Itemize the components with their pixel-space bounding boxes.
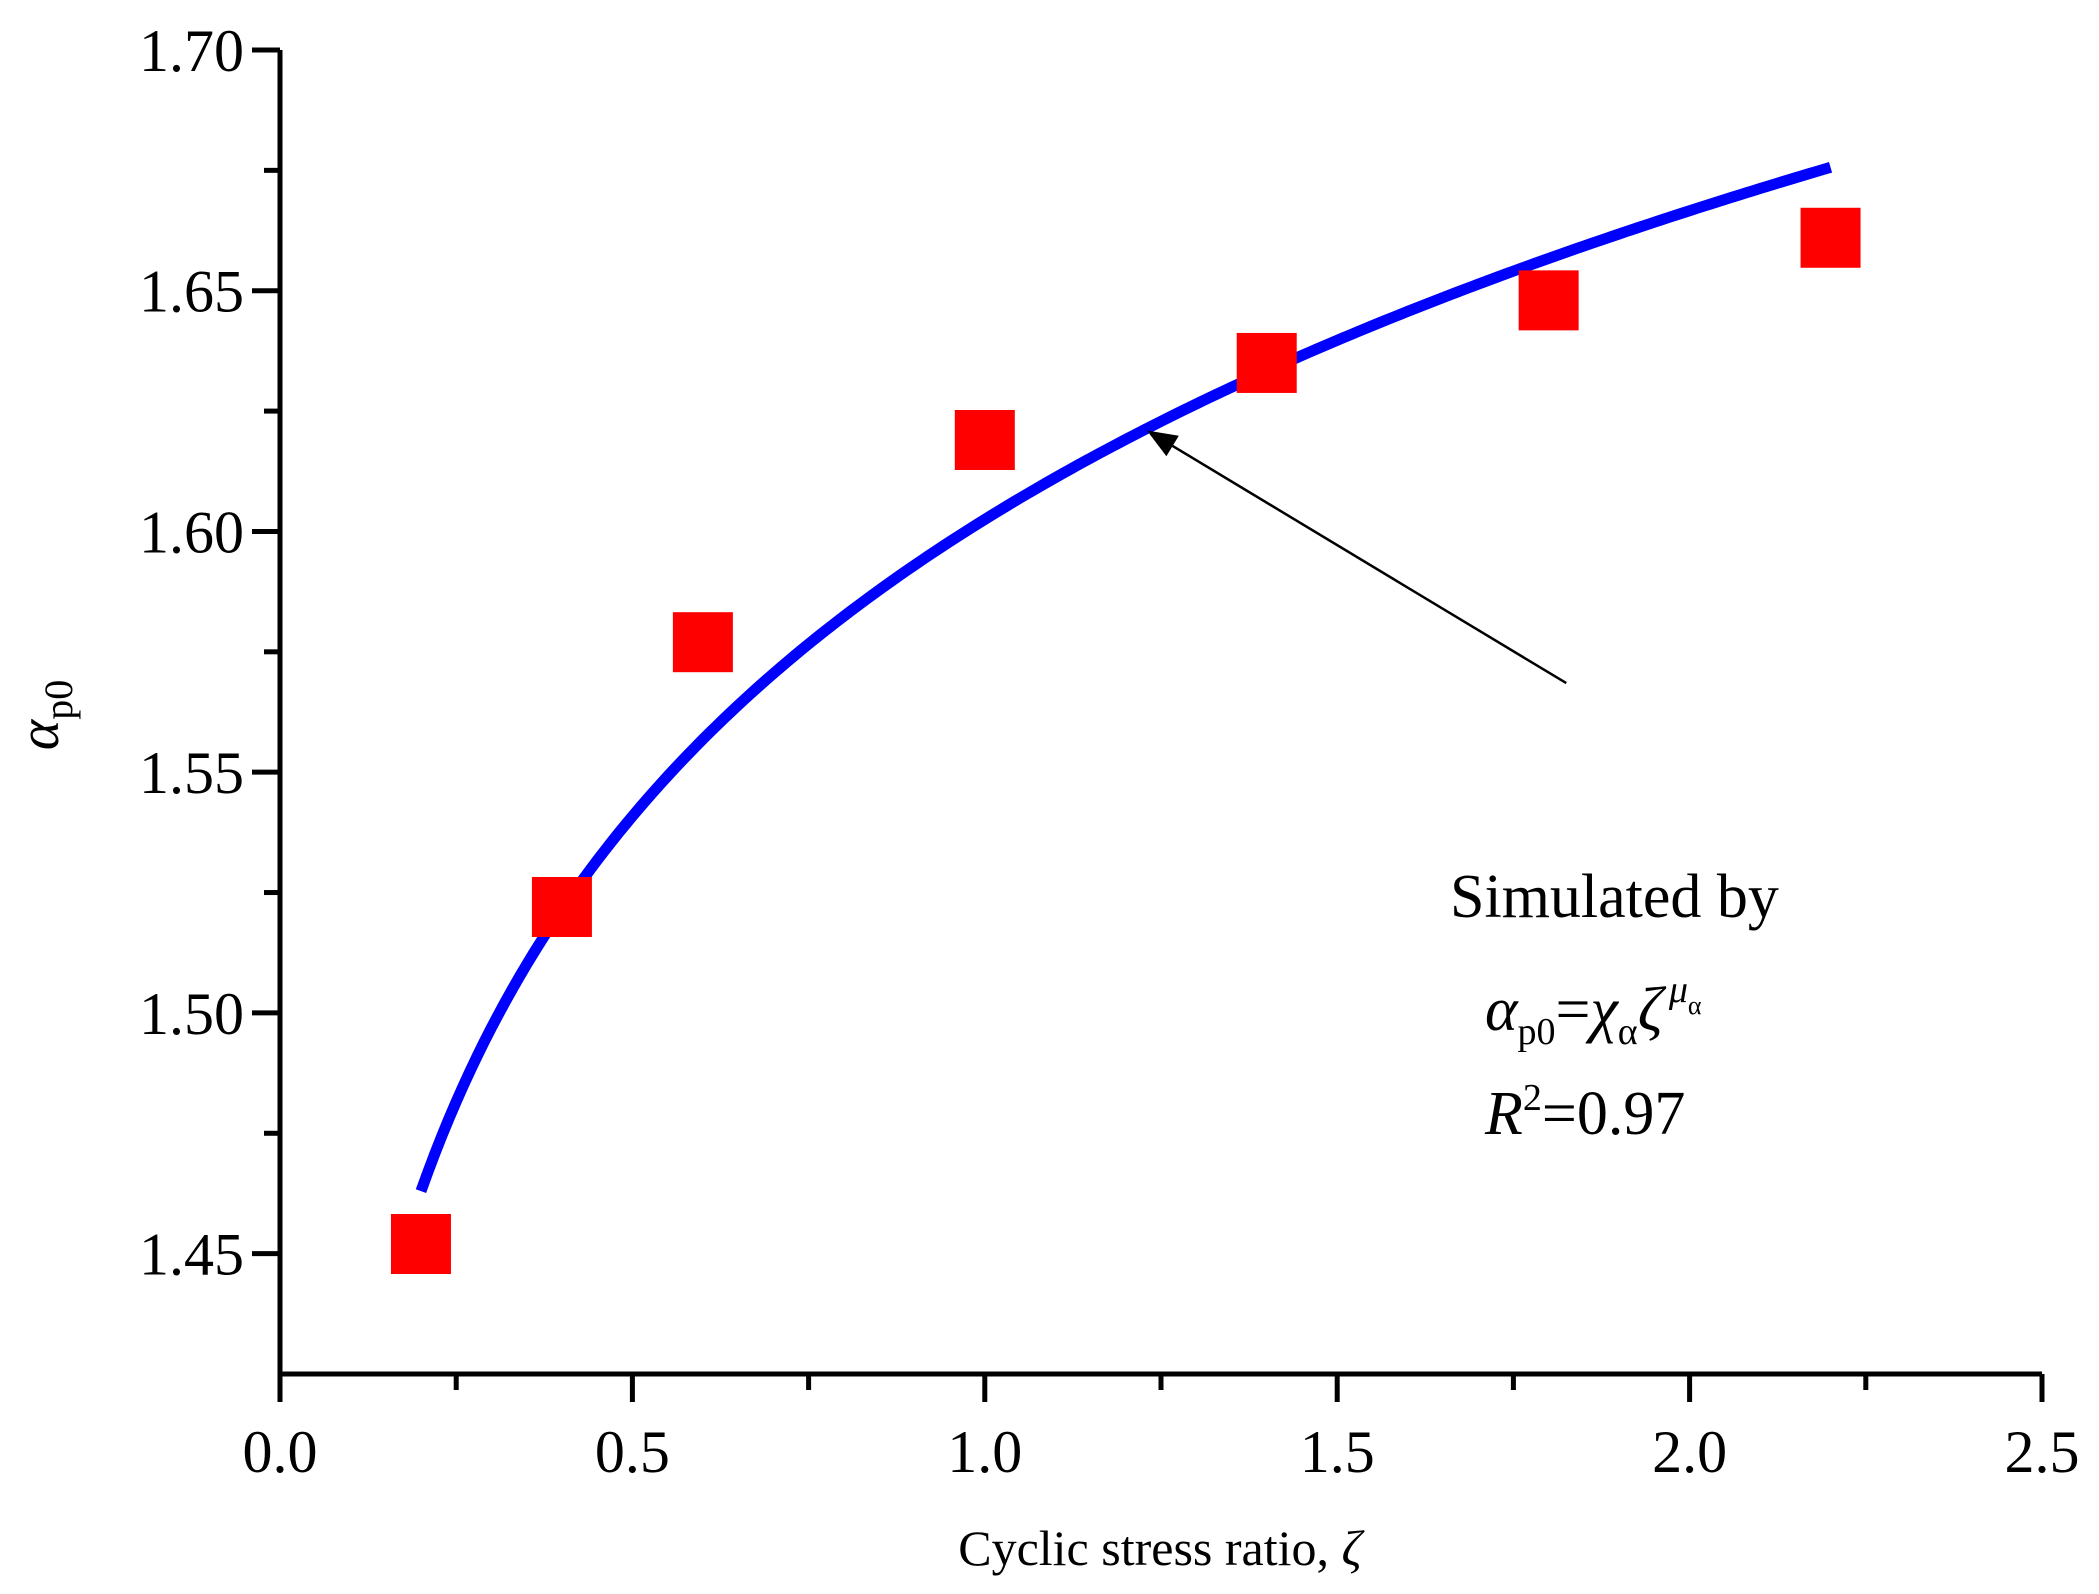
y-tick-label: 1.70: [139, 18, 244, 84]
data-marker: [672, 612, 733, 673]
annotation-arrow-line: [1171, 444, 1567, 685]
equation-zeta: ζ: [1638, 976, 1667, 1044]
data-marker: [390, 1214, 451, 1275]
data-marker: [1800, 207, 1861, 268]
data-markers: [390, 207, 1861, 1275]
y-tick-label: 1.60: [139, 499, 244, 565]
data-marker: [954, 409, 1015, 470]
x-axis-title: Cyclic stress ratio, ζ: [958, 1520, 1365, 1576]
y-tick-label: 1.50: [139, 981, 244, 1047]
x-axis-title-symbol: ζ: [1342, 1520, 1366, 1576]
x-tick-label: 0.5: [595, 1419, 670, 1485]
x-tick-label: 1.5: [1300, 1419, 1375, 1485]
x-tick-label: 2.0: [1652, 1419, 1727, 1485]
annotation-equation: αp0=χαζ μα: [1485, 969, 1702, 1053]
data-marker: [1518, 270, 1579, 331]
equation-mu-sub: α: [1688, 991, 1702, 1020]
y-axis-title-main: α: [6, 718, 71, 750]
y-axis-title: αp0: [6, 680, 81, 750]
y-tick-label: 1.65: [139, 259, 244, 325]
equation-chi-sub: α: [1618, 1011, 1638, 1053]
axes: [277, 50, 2042, 1377]
annotation-r-squared: R2=0.97: [1484, 1077, 1685, 1148]
x-tick-label: 0.0: [243, 1419, 318, 1485]
annotation: Simulated by αp0=χαζ μα R2=0.97: [1450, 863, 1779, 1148]
equation-alpha: α: [1485, 976, 1519, 1044]
y-tick-label: 1.55: [139, 740, 244, 806]
equation-alpha-sub: p0: [1518, 1011, 1556, 1053]
data-marker: [531, 876, 592, 937]
annotation-arrow-head: [1146, 430, 1179, 457]
x-tick-label: 1.0: [947, 1419, 1022, 1485]
annotation-line1: Simulated by: [1450, 863, 1779, 931]
y-axis-ticks: 1.45 1.50 1.55 1.60 1.65 1.70: [139, 18, 280, 1288]
r-value: =0.97: [1542, 1080, 1685, 1148]
y-axis-title-sub: p0: [36, 680, 81, 720]
equation-equals: =: [1556, 976, 1591, 1044]
fit-curve: [415, 162, 1833, 1194]
x-axis-ticks: 0.0 0.5 1.0 1.5 2.0 2.5: [243, 1374, 2080, 1485]
y-tick-label: 1.45: [139, 1222, 244, 1288]
x-tick-label: 2.5: [2005, 1419, 2080, 1485]
r-superscript: 2: [1523, 1077, 1542, 1119]
r-label: R: [1484, 1080, 1523, 1148]
equation-chi: χ: [1586, 976, 1620, 1044]
data-marker: [1236, 332, 1297, 393]
x-axis-title-text: Cyclic stress ratio,: [958, 1520, 1341, 1576]
equation-mu: μ: [1668, 969, 1688, 1011]
